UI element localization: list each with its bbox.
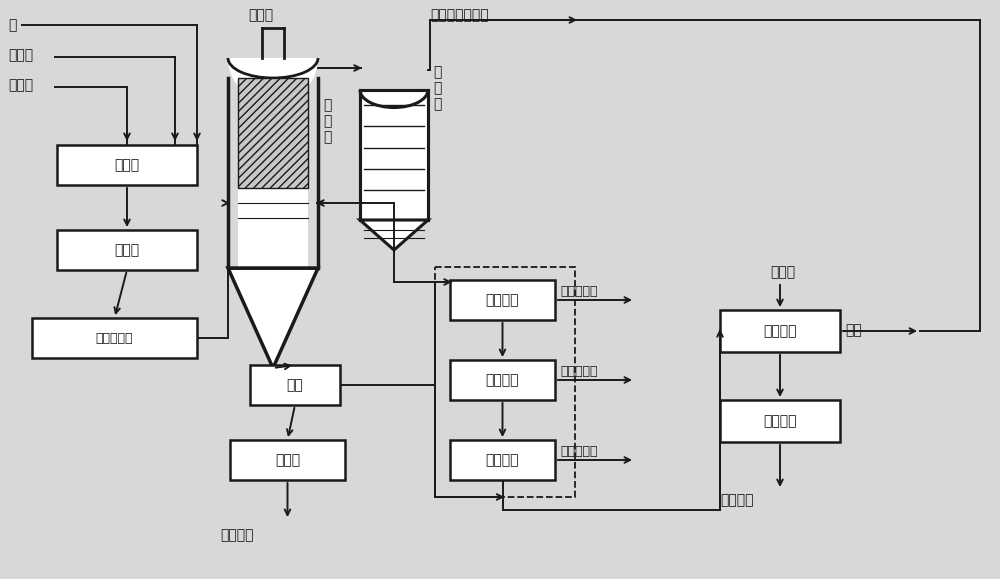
Polygon shape	[228, 268, 318, 368]
Text: 低压闪蒸: 低压闪蒸	[486, 373, 519, 387]
Bar	[720, 400, 840, 442]
Text: 灰水: 灰水	[845, 323, 862, 337]
Text: 磨煤机: 磨煤机	[114, 158, 140, 172]
Text: 真空闪蒸: 真空闪蒸	[486, 453, 519, 467]
Text: 助溶剂: 助溶剂	[8, 48, 33, 62]
Wedge shape	[228, 58, 318, 103]
Text: 低压闪蒸汽: 低压闪蒸汽	[560, 365, 598, 378]
Text: 煤浆槽: 煤浆槽	[114, 243, 140, 257]
Text: 气
化
炉: 气 化 炉	[323, 98, 331, 144]
Bar	[57, 145, 197, 185]
Bar	[450, 360, 555, 400]
Text: 细渣外运: 细渣外运	[720, 493, 754, 507]
Bar	[230, 440, 345, 480]
Text: 絮凝剂: 絮凝剂	[770, 265, 795, 279]
Text: 水: 水	[8, 18, 16, 32]
Text: 粗渣外运: 粗渣外运	[220, 528, 254, 542]
Bar	[250, 365, 340, 405]
Text: 锁斗: 锁斗	[287, 378, 303, 392]
Bar	[238, 78, 308, 188]
Text: 高压闪蒸汽: 高压闪蒸汽	[560, 285, 598, 298]
Bar	[720, 310, 840, 352]
Bar	[32, 318, 197, 358]
Bar	[57, 230, 197, 270]
Bar	[238, 188, 308, 268]
Text: 洗
涤
塔: 洗 涤 塔	[433, 65, 441, 111]
Bar	[435, 267, 575, 497]
Bar	[360, 90, 428, 220]
Text: 粗合成气去净化: 粗合成气去净化	[430, 8, 489, 22]
Bar	[450, 440, 555, 480]
Text: 真空过滤: 真空过滤	[763, 414, 797, 428]
Text: 高压煤浆泵: 高压煤浆泵	[96, 332, 133, 345]
Text: 高压闪蒸: 高压闪蒸	[486, 293, 519, 307]
Text: 沉降系统: 沉降系统	[763, 324, 797, 338]
Text: 氧化剂: 氧化剂	[248, 8, 273, 22]
Text: 捞渣机: 捞渣机	[275, 453, 300, 467]
Text: 原料煤: 原料煤	[8, 78, 33, 92]
Text: 真空闪蒸汽: 真空闪蒸汽	[560, 445, 598, 458]
Bar	[450, 280, 555, 320]
Polygon shape	[360, 220, 428, 250]
